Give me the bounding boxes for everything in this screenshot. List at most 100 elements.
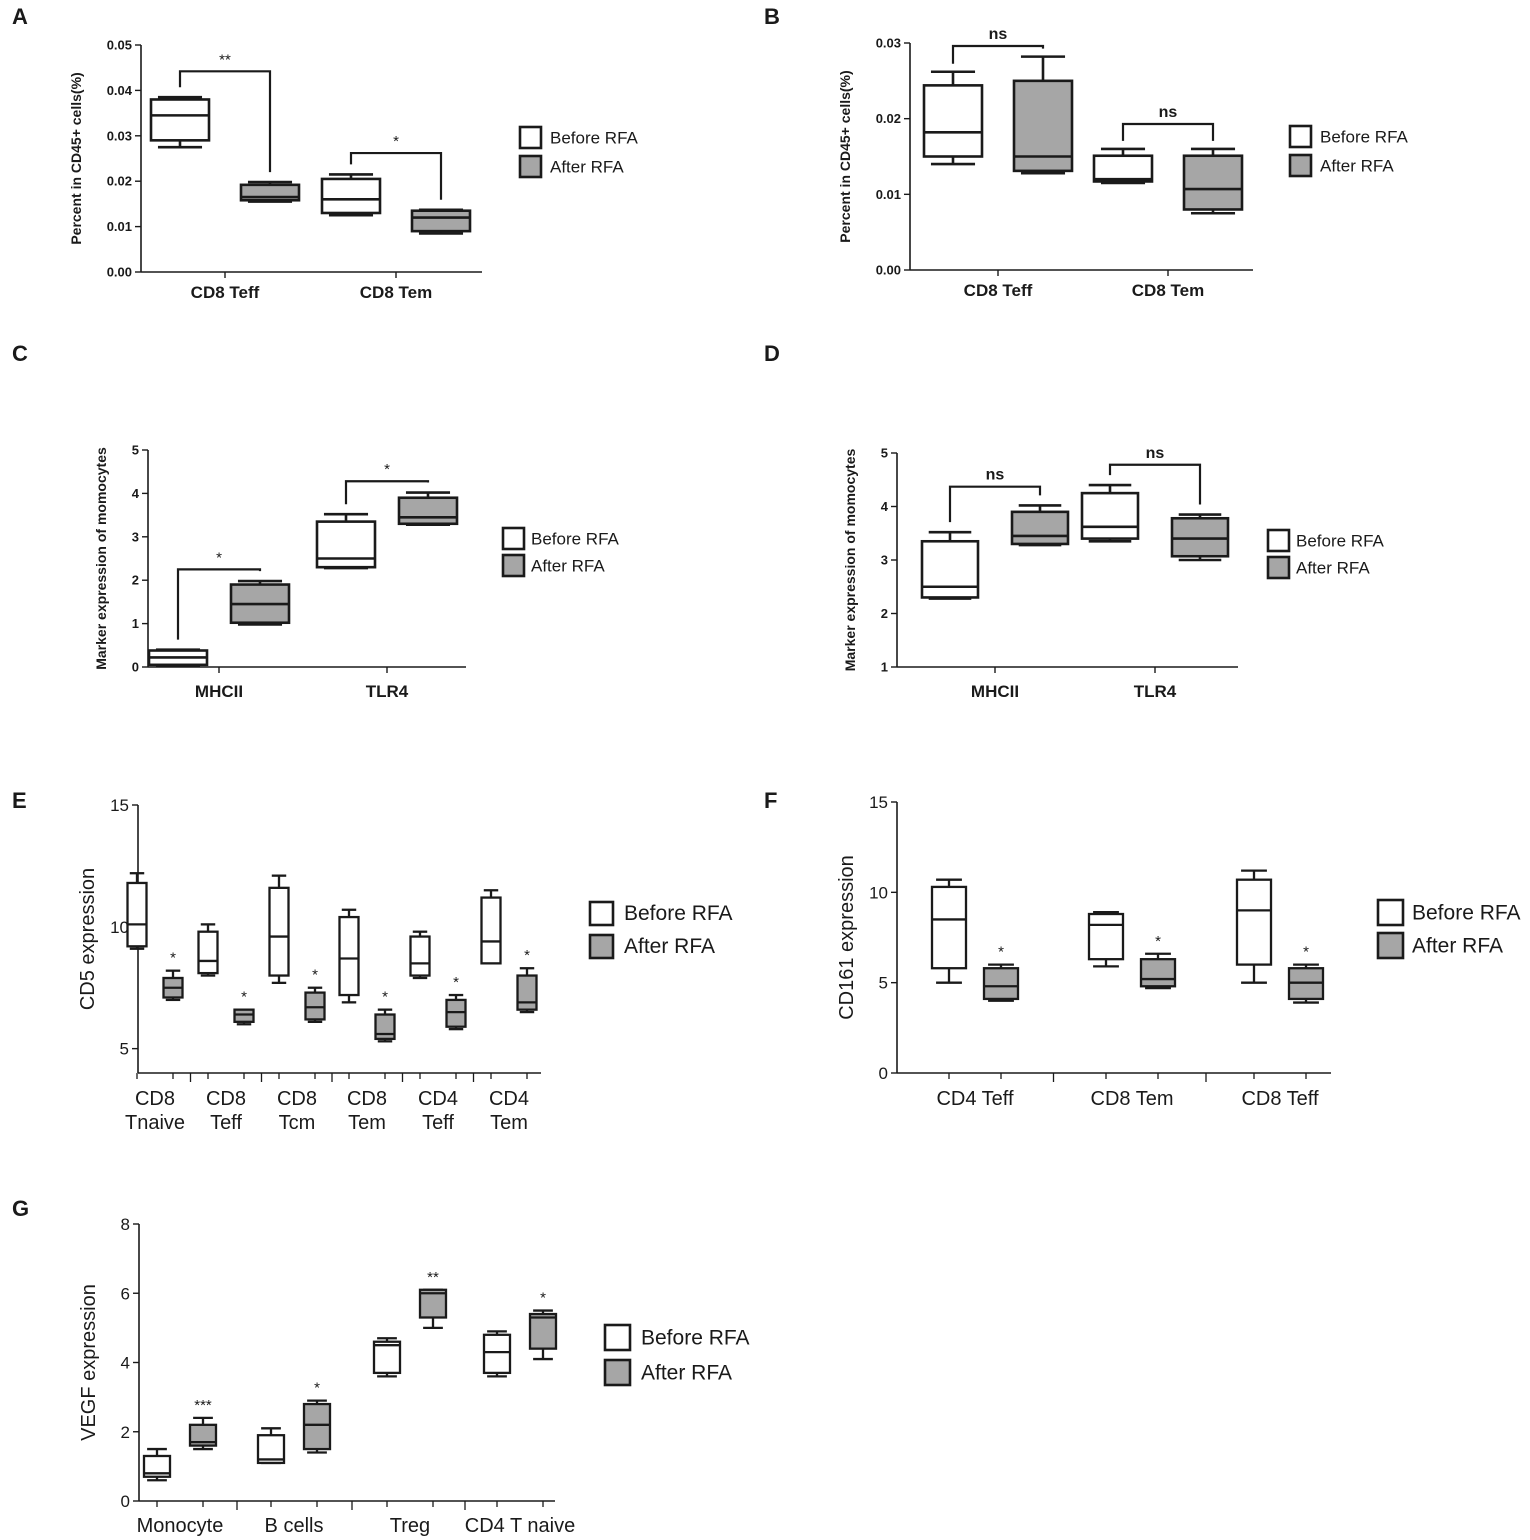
x-category-label: CD8 Teff [206,1088,246,1134]
x-category-label: CD8 Tem [1091,1088,1174,1110]
legend-label-after: After RFA [1412,935,1503,958]
box-after-2 [1287,963,1325,1004]
legend-label-before: Before RFA [550,128,639,147]
significance-label: * [540,1290,546,1307]
box-body [1139,958,1177,988]
legend: Before RFA After RFA [588,900,733,960]
box-before-1 [1087,911,1125,968]
box-before-0 [920,530,980,600]
y-tick-label: 3 [881,553,888,568]
box-body [126,881,148,948]
box-body [268,886,290,977]
significance-label: * [382,989,388,1006]
box-body [516,974,538,1011]
chart-panel-f: F 0 5 10 15 CD161 expression CD4 Teff CD8 Tem CD… [764,788,1521,1110]
legend-swatch-before [1266,528,1291,553]
bracket-line [178,70,272,173]
y-tick-label: 0.01 [107,219,132,234]
box-after-1 [1139,952,1177,990]
legend-label-after: After RFA [1296,558,1370,577]
box-body [1235,878,1273,966]
significance-bracket: * [349,133,443,200]
y-tick-label: 0.05 [107,38,132,53]
box-body [410,209,472,233]
legend-swatch-before [603,1323,632,1352]
box-after-0 [188,1416,218,1451]
bracket-line [344,480,430,505]
y-tick-label: 2 [121,1423,130,1442]
box-after-0 [982,963,1020,1002]
significance-bracket: ns [951,26,1045,64]
panel-label: A [12,4,28,29]
box-body [315,520,377,569]
box-after-3 [374,1008,396,1043]
box-body [482,1333,512,1375]
box-before-5 [480,889,502,965]
x-category-label: CD8 Tem [1132,281,1204,300]
significance-bracket: * [344,461,430,505]
legend: Before RFA After RFA [1266,528,1385,580]
box-before-1 [1092,147,1154,185]
legend-swatch-after [1288,153,1313,178]
legend-swatch-after [1376,931,1405,960]
significance-bracket: ns [948,467,1042,523]
box-body [528,1312,558,1350]
significance-label: * [524,947,530,964]
legend: Before RFA After RFA [501,526,620,578]
y-tick-label: 5 [881,446,888,461]
panel-label: E [12,788,27,813]
legend-swatch-after [588,933,615,960]
legend-swatch-before [501,526,526,551]
legend: Before RFA After RFA [1376,898,1521,960]
x-category-label: Monocyte [137,1515,224,1537]
y-tick-label: 6 [121,1284,130,1303]
significance-label: ns [1159,104,1178,121]
box-body [445,998,467,1028]
box-body [1092,154,1154,183]
x-category-label: MHCII [971,682,1019,701]
y-tick-label: 5 [879,974,888,993]
x-category-label: CD8 Tnaive [125,1088,185,1134]
y-axis-label: Percent in CD45+ cells(%) [68,72,84,244]
y-tick-label: 15 [110,796,129,815]
legend-label-after: After RFA [624,935,715,958]
legend-label-before: Before RFA [1296,531,1385,550]
panel-label: G [12,1196,29,1221]
significance-label: * [393,133,399,150]
box-body [920,539,980,599]
box-body [233,1008,255,1023]
box-after-4 [445,993,467,1031]
y-tick-label: 0 [132,660,139,675]
box-body [149,98,211,142]
significance-label: * [384,461,390,478]
box-before-1 [197,923,219,977]
legend-label-before: Before RFA [1412,902,1521,925]
legend-label-before: Before RFA [531,529,620,548]
x-category-label: CD4 T naive [465,1515,575,1537]
box-before-0 [147,648,209,667]
y-tick-label: 0 [879,1064,888,1083]
legend-swatch-before [518,125,543,150]
x-category-label: CD4 Teff [418,1088,458,1134]
legend-swatch-before [1288,124,1313,149]
significance-bracket: ** [178,51,272,173]
y-tick-label: 4 [881,499,889,514]
box-before-0 [922,70,984,166]
bracket-line [948,485,1042,523]
legend-label-after: After RFA [1320,156,1394,175]
panel-label: D [764,341,780,366]
significance-bracket: ns [1108,445,1202,505]
box-before-4 [409,930,431,980]
y-tick-label: 4 [121,1354,130,1373]
box-body [418,1288,448,1319]
legend-label-before: Before RFA [624,902,733,925]
x-category-label: TLR4 [366,682,409,701]
legend-swatch-after [501,553,526,578]
chart-panel-d: D 1 2 3 4 5 Marker expression of momocytes MHCI… [764,341,1385,701]
y-tick-label: 0.01 [876,187,901,202]
y-axis-label: Marker expression of momocytes [93,447,109,670]
y-tick-label: 5 [120,1040,129,1059]
panel-label: B [764,4,780,29]
y-tick-label: 2 [881,606,888,621]
